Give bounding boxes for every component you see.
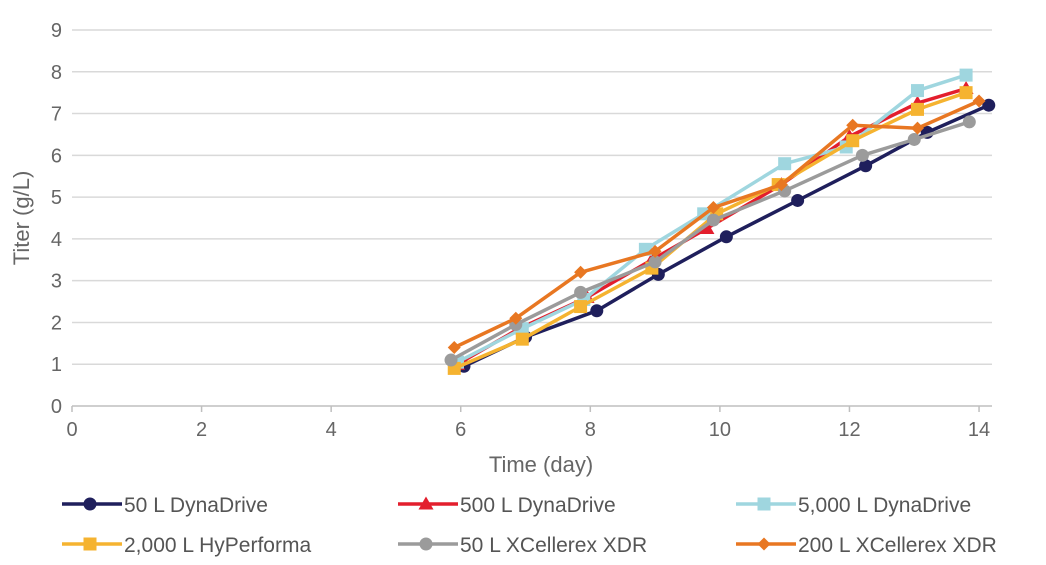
x-axis-title: Time (day) [489,452,593,477]
data-point [574,285,588,299]
legend-marker [757,497,771,511]
series-4 [444,115,976,367]
x-tick-label: 2 [196,419,207,441]
y-tick-label: 2 [51,312,62,334]
data-point [846,118,860,132]
data-point [910,121,924,135]
data-point [910,102,924,116]
data-point [719,230,733,244]
data-point [509,311,523,325]
series-layer [444,68,996,375]
x-tick-label: 10 [709,419,731,441]
x-tick-label: 12 [838,419,860,441]
legend-item: 5,000 L DynaDrive [736,494,971,517]
legend-item: 2,000 L HyPerforma [62,534,311,557]
data-point [982,98,996,112]
y-tick-label: 8 [51,62,62,84]
data-point [648,255,662,269]
data-point [959,86,973,100]
y-tick-label: 0 [51,396,62,418]
data-point [859,159,873,173]
legend-marker [419,537,433,551]
data-point [855,148,869,162]
x-tick-label: 14 [968,419,990,441]
y-tick-label: 7 [51,104,62,126]
data-point [846,134,860,148]
data-point [706,201,720,215]
y-tick-label: 9 [51,20,62,42]
data-point [444,353,458,367]
x-tick-label: 8 [585,419,596,441]
legend-label: 50 L XCellerex XDR [460,534,647,557]
y-tick-label: 1 [51,354,62,376]
x-tick-label: 4 [326,419,337,441]
data-point [962,115,976,129]
data-point [778,157,792,171]
legend-item: 200 L XCellerex XDR [736,534,997,557]
data-point [910,84,924,98]
legend-label: 200 L XCellerex XDR [798,534,997,557]
data-point [907,132,921,146]
data-point [706,213,720,227]
data-point [574,265,588,279]
data-point [699,220,715,234]
y-axis-title: Titer (g/L) [9,171,34,266]
gridlines [72,29,992,365]
y-tick-label: 4 [51,229,62,251]
legend: 50 L DynaDrive 500 L DynaDrive 5,000 L Dyn… [62,494,997,557]
data-point [515,332,529,346]
y-tick-label: 3 [51,271,62,293]
legend-label: 2,000 L HyPerforma [124,534,311,557]
legend-label: 5,000 L DynaDrive [798,494,971,517]
data-point [959,68,973,82]
legend-item: 50 L DynaDrive [62,494,268,517]
legend-item: 50 L XCellerex XDR [398,534,647,557]
legend-item: 500 L DynaDrive [398,494,616,517]
data-point [791,193,805,207]
x-tick-label: 0 [66,419,77,441]
legend-label: 50 L DynaDrive [124,494,268,517]
legend-label: 500 L DynaDrive [460,494,616,517]
x-tick-label: 6 [455,419,466,441]
legend-marker [418,496,434,510]
series-5 [447,94,986,355]
data-point [648,244,662,258]
legend-marker [757,537,771,551]
y-tick-label: 6 [51,145,62,167]
y-tick-label: 5 [51,187,62,209]
data-point [574,300,588,314]
legend-marker [83,537,97,551]
data-point [447,341,461,355]
legend-marker [83,497,97,511]
data-point [972,94,986,108]
data-point [774,178,788,192]
data-point [590,304,604,318]
